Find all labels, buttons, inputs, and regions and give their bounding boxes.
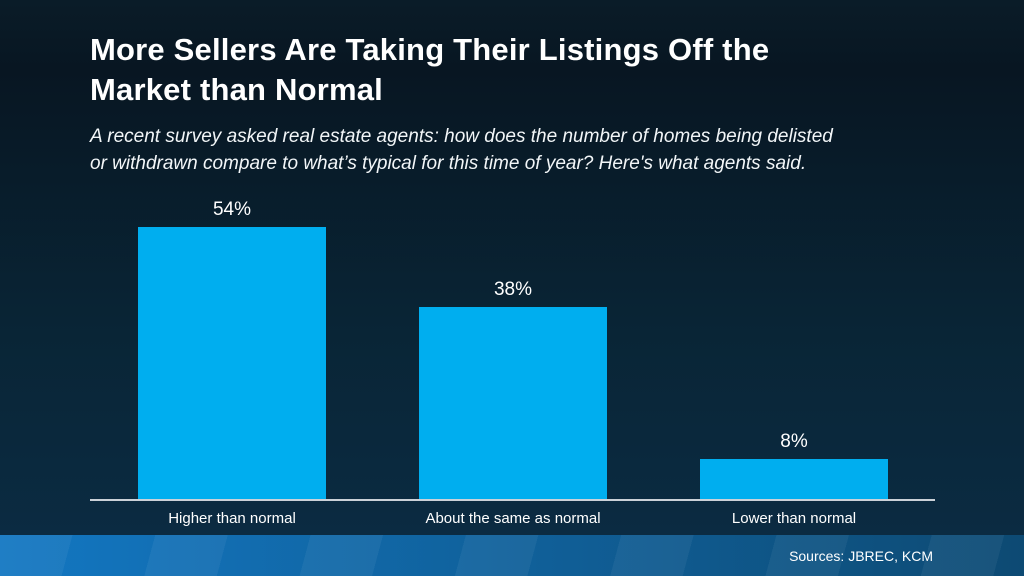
page-subtitle-line-1: A recent survey asked real estate agents… — [90, 126, 833, 147]
bar-about-the-same-as-normal — [419, 307, 607, 499]
page-title-line-2: Market than Normal — [90, 72, 383, 107]
bar-chart: 54% Higher than normal 38% About the same a… — [90, 169, 935, 527]
bar-category-label-higher-than-normal: Higher than normal — [168, 510, 296, 527]
bar-value-label-higher-than-normal: 54% — [212, 199, 252, 220]
page-subtitle-line-2: or withdrawn compare to what’s typical f… — [90, 153, 807, 174]
bar-higher-than-normal — [138, 227, 326, 499]
bar-value-label-about-the-same-as-normal: 38% — [493, 279, 533, 300]
page-title: More Sellers Are Taking Their Listings O… — [90, 30, 769, 110]
page-subtitle: A recent survey asked real estate agents… — [90, 123, 833, 177]
bar-lower-than-normal — [700, 459, 888, 499]
bar-value-label-lower-than-normal: 8% — [780, 431, 808, 452]
bar-category-label-about-the-same-as-normal: About the same as normal — [425, 510, 601, 527]
bar-category-label-lower-than-normal: Lower than normal — [731, 510, 857, 527]
sources-label: Sources: JBREC, KCM — [789, 547, 933, 564]
page-title-line-1: More Sellers Are Taking Their Listings O… — [90, 32, 770, 67]
footer-bar: Sources: JBREC, KCM — [0, 535, 1024, 576]
